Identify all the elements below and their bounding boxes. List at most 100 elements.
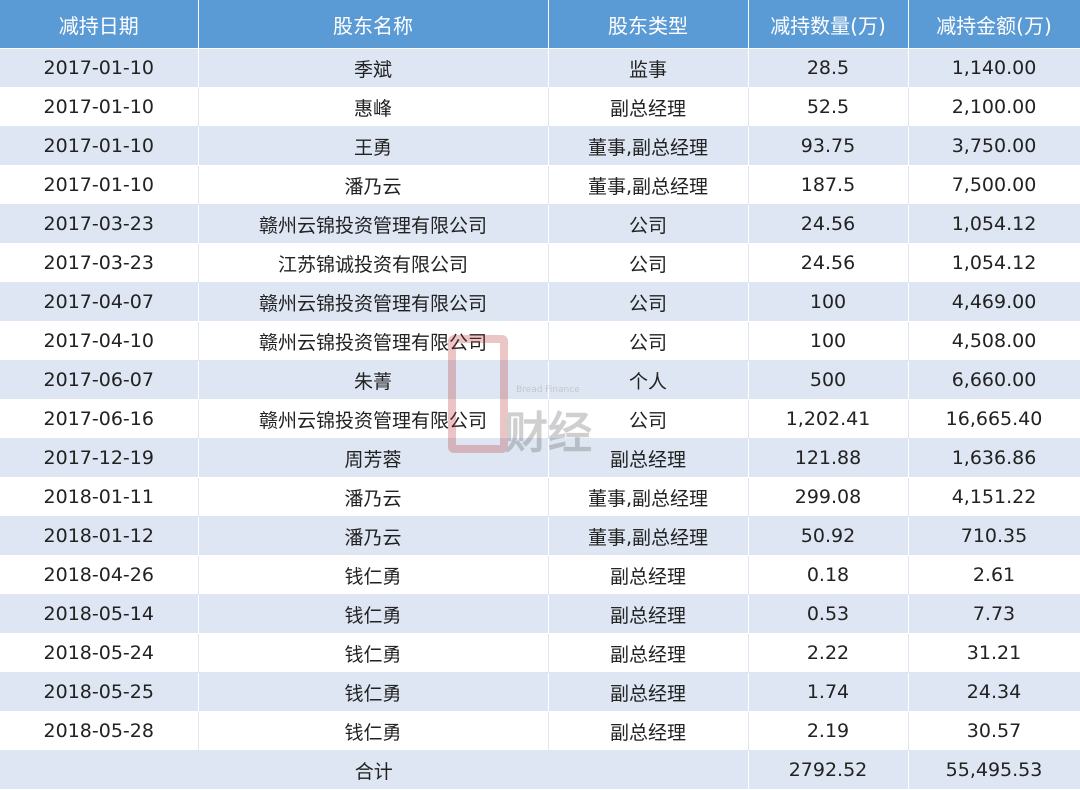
cell-amount: 4,151.22 — [908, 477, 1080, 517]
cell-holder-name: 周芳蓉 — [198, 438, 549, 478]
cell-amount: 1,140.00 — [908, 48, 1080, 88]
cell-quantity: 24.56 — [748, 243, 909, 283]
cell-amount: 6,660.00 — [908, 360, 1080, 400]
cell-holder-name: 江苏锦诚投资有限公司 — [198, 243, 549, 283]
cell-holder-name: 钱仁勇 — [198, 633, 549, 673]
cell-date: 2017-06-07 — [0, 360, 199, 400]
cell-holder-type: 副总经理 — [548, 672, 749, 712]
cell-quantity: 52.5 — [748, 87, 909, 127]
cell-amount: 31.21 — [908, 633, 1080, 673]
cell-amount: 16,665.40 — [908, 399, 1080, 439]
cell-date: 2018-05-14 — [0, 594, 199, 634]
cell-amount: 1,054.12 — [908, 204, 1080, 244]
cell-holder-name: 惠峰 — [198, 87, 549, 127]
cell-quantity: 100 — [748, 282, 909, 322]
table-row: 2017-04-10 赣州云锦投资管理有限公司 公司 100 4,508.00 — [0, 321, 1080, 361]
table-row: 2018-05-25 钱仁勇 副总经理 1.74 24.34 — [0, 672, 1080, 712]
cell-holder-type: 副总经理 — [548, 711, 749, 751]
header-holder-name: 股东名称 — [198, 0, 549, 49]
cell-quantity: 100 — [748, 321, 909, 361]
cell-quantity: 187.5 — [748, 165, 909, 205]
table-row: 2017-01-10 惠峰 副总经理 52.5 2,100.00 — [0, 87, 1080, 127]
cell-date: 2017-03-23 — [0, 243, 199, 283]
cell-date: 2017-03-23 — [0, 204, 199, 244]
header-quantity: 减持数量(万) — [748, 0, 909, 49]
table-row: 2017-01-10 王勇 董事,副总经理 93.75 3,750.00 — [0, 126, 1080, 166]
cell-date: 2017-01-10 — [0, 165, 199, 205]
cell-date: 2017-12-19 — [0, 438, 199, 478]
cell-holder-type: 公司 — [548, 399, 749, 439]
cell-quantity: 500 — [748, 360, 909, 400]
table-row: 2017-03-23 赣州云锦投资管理有限公司 公司 24.56 1,054.12 — [0, 204, 1080, 244]
cell-holder-type: 公司 — [548, 321, 749, 361]
cell-holder-name: 钱仁勇 — [198, 594, 549, 634]
cell-date: 2018-05-25 — [0, 672, 199, 712]
table-row: 2018-05-24 钱仁勇 副总经理 2.22 31.21 — [0, 633, 1080, 673]
table-row: 2017-06-07 朱菁 个人 500 6,660.00 — [0, 360, 1080, 400]
total-amount: 55,495.53 — [908, 750, 1080, 790]
cell-holder-name: 潘乃云 — [198, 516, 549, 556]
cell-quantity: 0.18 — [748, 555, 909, 595]
cell-date: 2018-01-11 — [0, 477, 199, 517]
cell-holder-type: 副总经理 — [548, 438, 749, 478]
table-row: 2018-04-26 钱仁勇 副总经理 0.18 2.61 — [0, 555, 1080, 595]
header-holder-type: 股东类型 — [548, 0, 749, 49]
total-quantity: 2792.52 — [748, 750, 909, 790]
table-row: 2017-12-19 周芳蓉 副总经理 121.88 1,636.86 — [0, 438, 1080, 478]
cell-quantity: 0.53 — [748, 594, 909, 634]
cell-holder-name: 赣州云锦投资管理有限公司 — [198, 204, 549, 244]
cell-holder-name: 赣州云锦投资管理有限公司 — [198, 282, 549, 322]
cell-date: 2017-01-10 — [0, 48, 199, 88]
table-row: 2018-05-14 钱仁勇 副总经理 0.53 7.73 — [0, 594, 1080, 634]
cell-quantity: 50.92 — [748, 516, 909, 556]
table-row: 2018-01-12 潘乃云 董事,副总经理 50.92 710.35 — [0, 516, 1080, 556]
header-row: 减持日期 股东名称 股东类型 减持数量(万) 减持金额(万) — [0, 0, 1080, 49]
cell-amount: 7,500.00 — [908, 165, 1080, 205]
table-body: 2017-01-10 季斌 监事 28.5 1,140.00 2017-01-10 惠峰 副总… — [0, 48, 1080, 751]
table-row: 2018-01-11 潘乃云 董事,副总经理 299.08 4,151.22 — [0, 477, 1080, 517]
cell-holder-type: 公司 — [548, 204, 749, 244]
cell-amount: 1,054.12 — [908, 243, 1080, 283]
cell-date: 2018-05-24 — [0, 633, 199, 673]
cell-amount: 2.61 — [908, 555, 1080, 595]
table-row: 2017-06-16 赣州云锦投资管理有限公司 公司 1,202.41 16,665.4… — [0, 399, 1080, 439]
cell-amount: 2,100.00 — [908, 87, 1080, 127]
cell-holder-name: 赣州云锦投资管理有限公司 — [198, 399, 549, 439]
cell-holder-type: 董事,副总经理 — [548, 126, 749, 166]
cell-date: 2017-06-16 — [0, 399, 199, 439]
cell-holder-name: 潘乃云 — [198, 165, 549, 205]
cell-amount: 3,750.00 — [908, 126, 1080, 166]
cell-quantity: 121.88 — [748, 438, 909, 478]
cell-holder-type: 副总经理 — [548, 594, 749, 634]
table-row: 2017-04-07 赣州云锦投资管理有限公司 公司 100 4,469.00 — [0, 282, 1080, 322]
cell-holder-name: 朱菁 — [198, 360, 549, 400]
cell-quantity: 24.56 — [748, 204, 909, 244]
cell-amount: 4,508.00 — [908, 321, 1080, 361]
cell-amount: 30.57 — [908, 711, 1080, 751]
cell-quantity: 28.5 — [748, 48, 909, 88]
cell-amount: 7.73 — [908, 594, 1080, 634]
cell-date: 2017-04-07 — [0, 282, 199, 322]
cell-date: 2018-05-28 — [0, 711, 199, 751]
cell-date: 2017-01-10 — [0, 126, 199, 166]
cell-holder-type: 监事 — [548, 48, 749, 88]
cell-quantity: 1,202.41 — [748, 399, 909, 439]
cell-amount: 1,636.86 — [908, 438, 1080, 478]
cell-holder-type: 副总经理 — [548, 555, 749, 595]
cell-holder-name: 王勇 — [198, 126, 549, 166]
cell-holder-type: 公司 — [548, 243, 749, 283]
cell-holder-type: 公司 — [548, 282, 749, 322]
cell-holder-name: 季斌 — [198, 48, 549, 88]
header-date: 减持日期 — [0, 0, 199, 49]
cell-date: 2017-01-10 — [0, 87, 199, 127]
cell-holder-name: 钱仁勇 — [198, 711, 549, 751]
table-row: 2017-03-23 江苏锦诚投资有限公司 公司 24.56 1,054.12 — [0, 243, 1080, 283]
cell-quantity: 93.75 — [748, 126, 909, 166]
cell-quantity: 1.74 — [748, 672, 909, 712]
cell-date: 2018-01-12 — [0, 516, 199, 556]
cell-holder-name: 潘乃云 — [198, 477, 549, 517]
cell-holder-type: 副总经理 — [548, 633, 749, 673]
cell-holder-type: 董事,副总经理 — [548, 477, 749, 517]
total-label: 合计 — [0, 750, 749, 790]
